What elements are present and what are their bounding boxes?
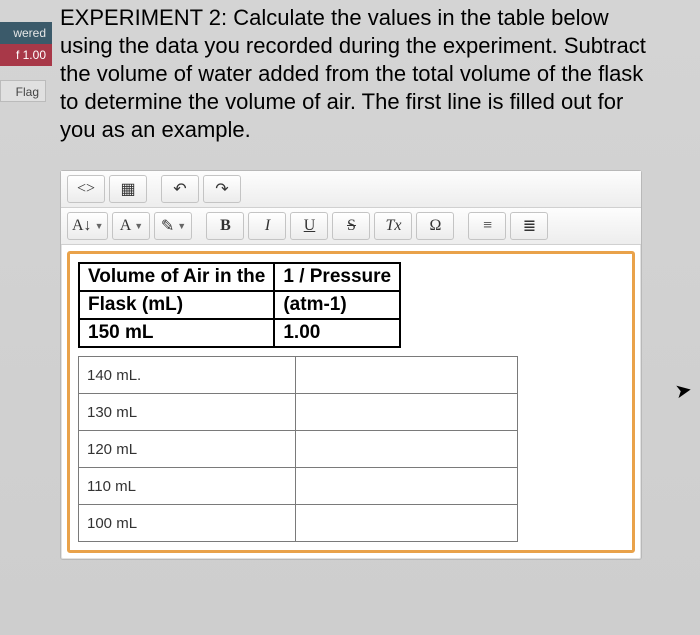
volume-cell[interactable]: 140 mL. <box>79 357 296 394</box>
header-cell: Volume of Air in the <box>79 263 274 291</box>
font-color-button[interactable]: A↓▼ <box>67 212 108 240</box>
format-painter-button[interactable]: ✎▼ <box>154 212 192 240</box>
table-row[interactable]: 120 mL <box>79 431 518 468</box>
table-row[interactable]: 130 mL <box>79 394 518 431</box>
bookmark-flag[interactable]: Flag <box>0 80 46 102</box>
data-table[interactable]: 140 mL. 130 mL 120 mL 110 mL 100 mL <box>78 356 518 542</box>
header-cell: (atm-1) <box>274 291 400 319</box>
example-cell: 150 mL <box>79 319 274 347</box>
bookmark-answered: wered <box>0 22 52 44</box>
clear-format-button[interactable]: Tx <box>374 212 412 240</box>
html-source-button[interactable]: <> <box>67 175 105 203</box>
chevron-down-icon: ▼ <box>177 221 186 231</box>
unordered-list-button[interactable]: ≡ <box>468 212 506 240</box>
ordered-list-button[interactable]: ≣ <box>510 212 548 240</box>
highlight-label: A <box>120 217 132 235</box>
pressure-cell[interactable] <box>296 468 518 505</box>
chevron-down-icon: ▼ <box>95 221 104 231</box>
chevron-down-icon: ▼ <box>134 221 143 231</box>
italic-button[interactable]: I <box>248 212 286 240</box>
header-cell: 1 / Pressure <box>274 263 400 291</box>
volume-cell[interactable]: 100 mL <box>79 505 296 542</box>
table-row: Volume of Air in the 1 / Pressure <box>79 263 400 291</box>
redo-button[interactable]: ↷ <box>203 175 241 203</box>
bold-button[interactable]: B <box>206 212 244 240</box>
pressure-cell[interactable] <box>296 357 518 394</box>
header-cell: Flask (mL) <box>79 291 274 319</box>
table-row[interactable]: 140 mL. <box>79 357 518 394</box>
toolbar-row-2: A↓▼ A▼ ✎▼ B I U S Tx Ω ≡ ≣ <box>61 208 641 245</box>
pressure-cell[interactable] <box>296 431 518 468</box>
instructions-text: EXPERIMENT 2: Calculate the values in th… <box>60 4 660 144</box>
pressure-cell[interactable] <box>296 505 518 542</box>
volume-cell[interactable]: 110 mL <box>79 468 296 505</box>
insert-table-button[interactable]: ▦ <box>109 175 147 203</box>
pressure-cell[interactable] <box>296 394 518 431</box>
underline-button[interactable]: U <box>290 212 328 240</box>
undo-button[interactable]: ↶ <box>161 175 199 203</box>
volume-cell[interactable]: 120 mL <box>79 431 296 468</box>
table-row: Flask (mL) (atm-1) <box>79 291 400 319</box>
highlight-button[interactable]: A▼ <box>112 212 150 240</box>
bookmark-points: f 1.00 <box>0 44 52 66</box>
header-cell-text: (atm-1) <box>283 294 346 315</box>
volume-cell[interactable]: 130 mL <box>79 394 296 431</box>
brush-icon: ✎ <box>161 216 174 236</box>
strikethrough-button[interactable]: S <box>332 212 370 240</box>
rich-text-editor: <> ▦ ↶ ↷ A↓▼ A▼ ✎▼ B I U S Tx Ω ≡ ≣ Volu… <box>60 170 642 560</box>
header-table: Volume of Air in the 1 / Pressure Flask … <box>78 262 401 348</box>
cursor-icon: ➤ <box>673 377 694 405</box>
table-row[interactable]: 100 mL <box>79 505 518 542</box>
editor-content[interactable]: Volume of Air in the 1 / Pressure Flask … <box>67 251 635 553</box>
font-color-label: A↓ <box>72 217 92 235</box>
table-row[interactable]: 110 mL <box>79 468 518 505</box>
toolbar-row-1: <> ▦ ↶ ↷ <box>61 171 641 208</box>
special-char-button[interactable]: Ω <box>416 212 454 240</box>
example-cell: 1.00 <box>274 319 400 347</box>
table-row: 150 mL 1.00 <box>79 319 400 347</box>
